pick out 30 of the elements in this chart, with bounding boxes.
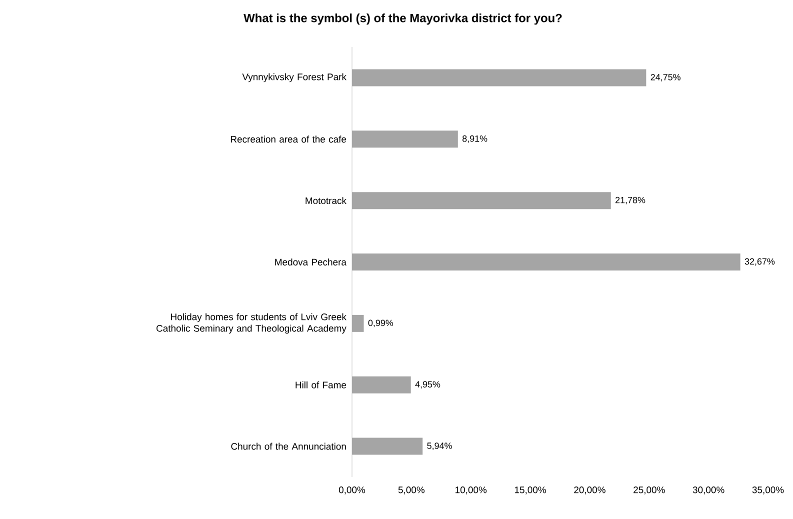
data-label: 32,67%	[744, 258, 775, 266]
data-label: 5,94%	[427, 442, 452, 450]
x-tick-label: 25,00%	[634, 486, 665, 494]
y-tick-label: Holiday homes for students of Lviv Greek Catholic Seminary and Theological Academy	[156, 313, 346, 334]
x-tick-label: 0,00%	[338, 486, 366, 494]
bar	[352, 69, 646, 86]
y-tick-label: Church of the Annunciation	[231, 442, 346, 450]
x-tick-label: 35,00%	[752, 486, 784, 494]
data-label: 8,91%	[462, 135, 488, 143]
x-tick-label: 30,00%	[692, 486, 724, 494]
chart-title: What is the symbol (s) of the Mayorivka district for you?	[244, 14, 562, 25]
bar	[352, 130, 458, 148]
bar	[352, 376, 411, 394]
x-tick-label: 15,00%	[514, 486, 546, 494]
bar	[352, 192, 611, 210]
x-tick-label: 5,00%	[398, 486, 425, 494]
bar	[352, 314, 364, 332]
y-tick-label: Medova Pechera	[275, 258, 346, 266]
bar	[352, 254, 740, 270]
data-label: 21,78%	[616, 196, 646, 204]
data-label: 4,95%	[415, 381, 440, 389]
data-label: 24,75%	[650, 74, 680, 82]
y-tick-label: Mototrack	[306, 197, 346, 204]
x-tick-label: 20,00%	[574, 486, 606, 494]
bar	[352, 438, 423, 455]
data-label: 0,99%	[368, 320, 394, 328]
y-tick-label: Vynnykivsky Forest Park	[242, 73, 346, 82]
y-tick-label: Hill of Fame	[296, 381, 346, 388]
y-tick-label: Recreation area of the cafe	[230, 136, 346, 143]
x-tick-label: 10,00%	[456, 486, 487, 494]
